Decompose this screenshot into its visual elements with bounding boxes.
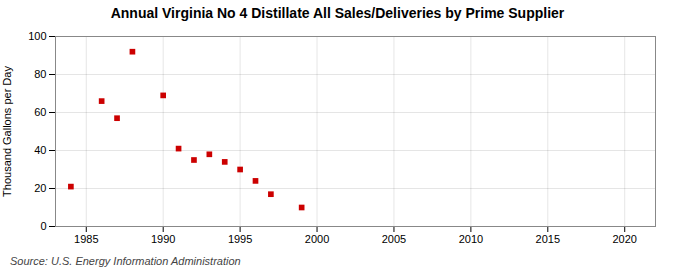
svg-text:20: 20 (34, 182, 46, 194)
svg-text:40: 40 (34, 144, 46, 156)
svg-text:1995: 1995 (228, 233, 252, 245)
svg-text:0: 0 (40, 220, 46, 232)
svg-text:80: 80 (34, 68, 46, 80)
svg-text:2020: 2020 (612, 233, 636, 245)
svg-text:1985: 1985 (74, 233, 98, 245)
svg-text:2015: 2015 (536, 233, 560, 245)
svg-text:Thousand Gallons per Day: Thousand Gallons per Day (1, 66, 13, 197)
svg-text:2000: 2000 (305, 233, 329, 245)
svg-text:2010: 2010 (459, 233, 483, 245)
svg-text:100: 100 (28, 30, 46, 42)
svg-text:60: 60 (34, 106, 46, 118)
html-text:Annual Virginia No 4 Distillat: Annual Virginia No 4 Distillate All Sale… (110, 5, 565, 21)
svg-text:2005: 2005 (382, 233, 406, 245)
svg-text:1990: 1990 (151, 233, 175, 245)
html-text:Source: U.S. Energy Informatio: Source: U.S. Energy Information Administ… (10, 255, 241, 267)
